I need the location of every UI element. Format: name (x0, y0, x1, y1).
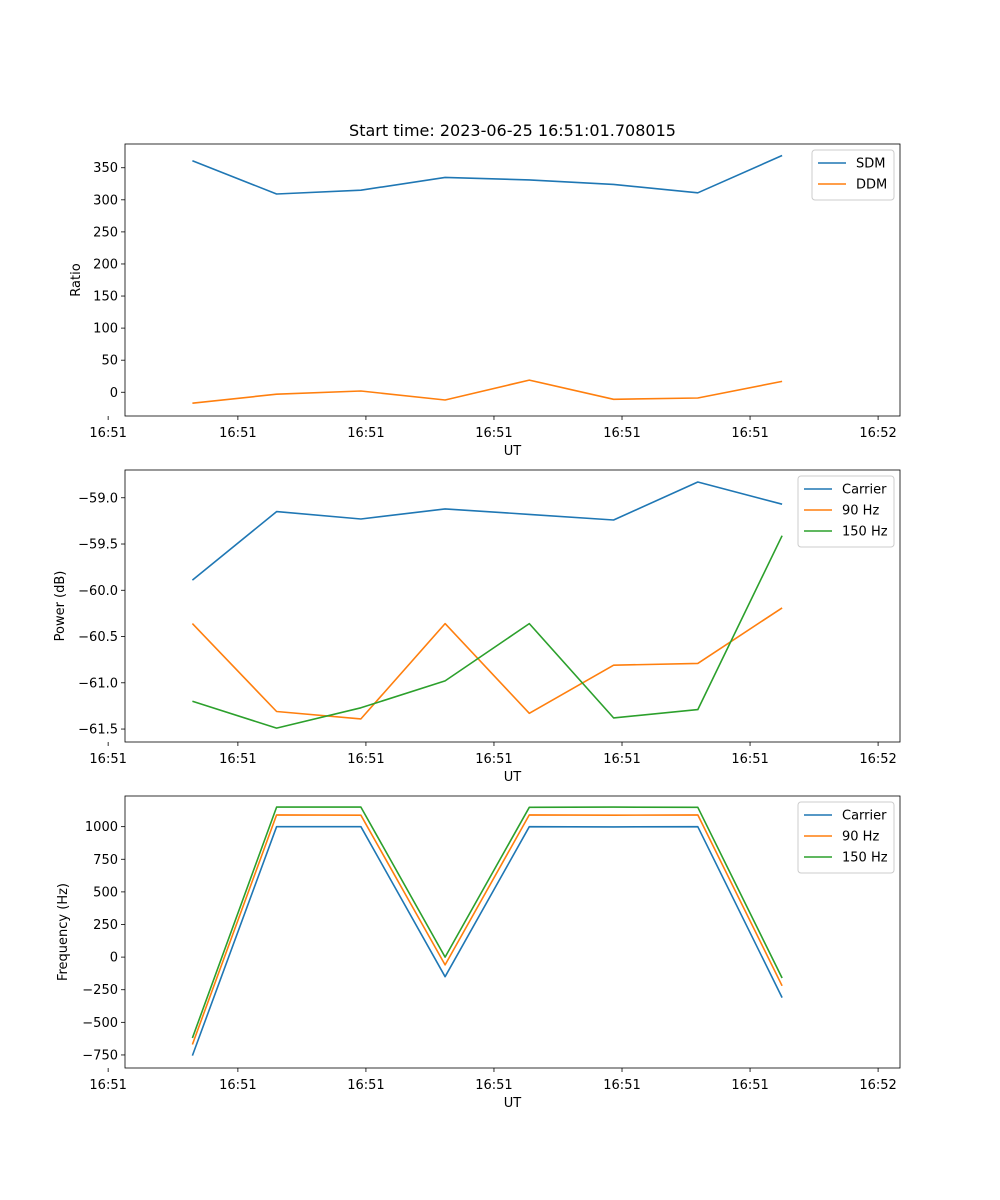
ratio-y-tick-label: 150 (93, 290, 118, 305)
frequency-legend-label: 90 Hz (842, 830, 879, 845)
ratio-x-tick-label: 16:51 (731, 426, 768, 441)
ratio-y-tick-label: 200 (93, 257, 118, 272)
power-y-tick-label: −59.0 (78, 491, 118, 506)
frequency-y-tick-label: −500 (82, 1016, 118, 1031)
frequency-y-tick-label: 500 (93, 885, 118, 900)
power-panel: −61.5 −61.0 −60.5 −60.0 −59.5 −59.0 16:51 16:51… (53, 469, 901, 785)
power-y-axis-label: Power (dB) (53, 571, 68, 642)
ratio-x-tick-label: 16:51 (347, 426, 384, 441)
ratio-panel: 0 50 100 150 200 250 300 350 16:51 16:51 16:51 16:5… (69, 121, 901, 459)
power-legend-label: Carrier (842, 483, 887, 498)
frequency-legend (797, 801, 895, 874)
ratio-series-ddm-line (192, 379, 783, 404)
chart-title: Start time: 2023-06-25 16:51:01.708015 (349, 121, 676, 140)
power-series-90-hz-line (191, 607, 783, 720)
frequency-axes-frame (124, 795, 901, 1069)
power-legend-label: 90 Hz (842, 504, 879, 519)
frequency-legend-label: Carrier (842, 809, 887, 824)
frequency-x-tick-label: 16:51 (89, 1078, 126, 1093)
power-x-tick-label: 16:51 (603, 752, 640, 767)
ratio-x-tick-label: 16:51 (89, 426, 126, 441)
ratio-x-tick-label: 16:51 (219, 426, 256, 441)
frequency-y-tick-label: −250 (82, 983, 118, 998)
ratio-x-tick-label: 16:51 (603, 426, 640, 441)
ratio-x-axis-label: UT (504, 444, 522, 459)
frequency-x-tick-label: 16:51 (603, 1078, 640, 1093)
power-x-tick-label: 16:51 (89, 752, 126, 767)
frequency-panel: −750 −500 −250 0 250 500 750 1000 16:51 16:51 16:5… (56, 795, 901, 1111)
ratio-axes-frame (124, 143, 901, 417)
ratio-y-axis-label: Ratio (69, 263, 84, 296)
frequency-legend-label: 150 Hz (842, 851, 888, 866)
ratio-x-tick-label: 16:52 (859, 426, 896, 441)
frequency-y-tick-label: 750 (93, 853, 118, 868)
frequency-series-150-hz-line (191, 806, 783, 1039)
frequency-series-carrier-line (191, 825, 783, 1056)
power-x-tick-label: 16:51 (731, 752, 768, 767)
ratio-legend-label: DDM (856, 178, 887, 193)
frequency-x-tick-label: 16:51 (475, 1078, 512, 1093)
power-series-carrier-line (191, 481, 783, 581)
frequency-y-axis-label: Frequency (Hz) (56, 883, 71, 981)
power-y-tick-label: −61.5 (78, 723, 118, 738)
power-x-tick-label: 16:51 (475, 752, 512, 767)
ratio-y-tick-label: 250 (93, 225, 118, 240)
ratio-x-tick-label: 16:51 (475, 426, 512, 441)
ratio-y-tick-label: 350 (93, 161, 118, 176)
power-legend (797, 475, 895, 548)
power-x-tick-label: 16:52 (859, 752, 896, 767)
power-x-tick-label: 16:51 (347, 752, 384, 767)
frequency-x-axis-label: UT (504, 1096, 522, 1111)
frequency-x-tick-label: 16:51 (731, 1078, 768, 1093)
frequency-x-tick-label: 16:52 (859, 1078, 896, 1093)
frequency-y-tick-label: 250 (93, 918, 118, 933)
frequency-y-tick-label: 1000 (85, 820, 118, 835)
ratio-series-sdm-line (192, 154, 783, 195)
power-axes-frame (124, 469, 901, 743)
ratio-legend-label: SDM (856, 157, 885, 172)
power-y-tick-label: −60.0 (78, 584, 118, 599)
frequency-y-tick-label: 0 (110, 951, 118, 966)
power-x-tick-label: 16:51 (219, 752, 256, 767)
ratio-y-tick-label: 0 (110, 386, 118, 401)
frequency-x-tick-label: 16:51 (347, 1078, 384, 1093)
frequency-x-tick-label: 16:51 (219, 1078, 256, 1093)
power-y-tick-label: −60.5 (78, 630, 118, 645)
power-series-150-hz-line (192, 535, 783, 729)
power-x-axis-label: UT (504, 770, 522, 785)
power-legend-label: 150 Hz (842, 525, 888, 540)
ratio-y-tick-label: 300 (93, 193, 118, 208)
ratio-y-tick-label: 50 (101, 354, 118, 369)
ratio-y-tick-label: 100 (93, 322, 118, 337)
power-y-tick-label: −59.5 (78, 538, 118, 553)
frequency-series-90-hz-line (191, 814, 783, 1045)
power-y-tick-label: −61.0 (78, 676, 118, 691)
frequency-y-tick-label: −750 (82, 1048, 118, 1063)
